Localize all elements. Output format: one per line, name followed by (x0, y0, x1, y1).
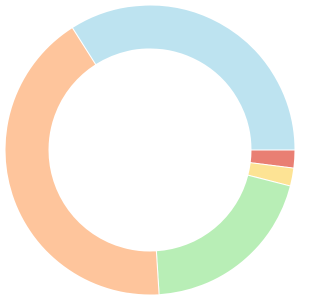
chart (4, 4, 296, 296)
donut-segment (155, 174, 292, 296)
page: {"chart_data": {"type": "donut", "values… (4, 4, 296, 296)
donut-segment (71, 4, 296, 151)
donut-segment (4, 26, 160, 296)
